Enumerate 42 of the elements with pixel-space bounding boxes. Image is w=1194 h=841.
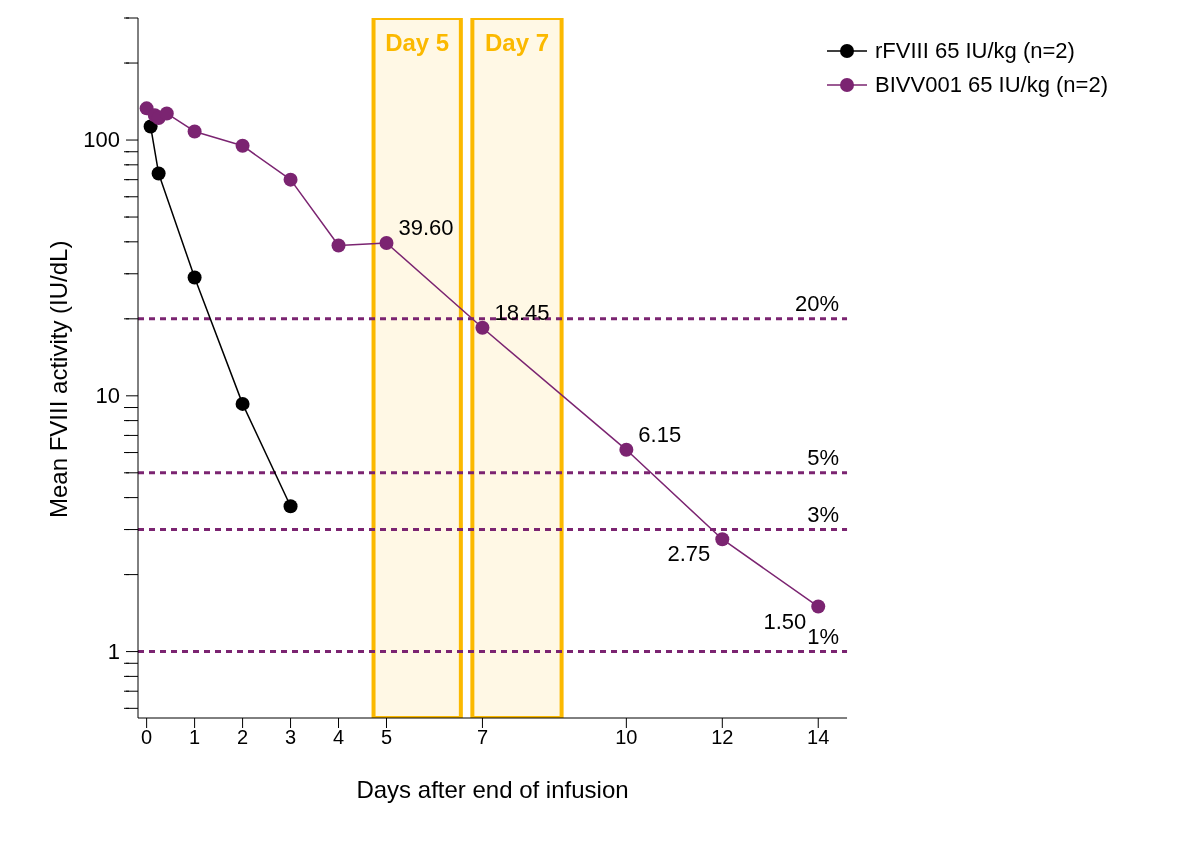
data-label: 1.50: [763, 608, 807, 634]
data-label: 6.15: [638, 421, 682, 447]
ref-line-label: 20%: [794, 290, 840, 316]
y-axis-title: Mean FVIII activity (IU/dL): [44, 240, 72, 518]
point: [187, 124, 202, 139]
x-tick-label: 7: [476, 726, 488, 749]
x-tick-label: 2: [237, 726, 249, 749]
point: [235, 396, 250, 411]
x-tick-label: 14: [807, 726, 830, 749]
y-tick-label: 1: [107, 638, 120, 664]
point: [811, 599, 826, 614]
point: [619, 442, 634, 457]
point: [379, 235, 394, 250]
data-label: 18.45: [494, 299, 550, 325]
band-label: Day 5: [385, 29, 450, 57]
point: [187, 270, 202, 285]
x-tick-label: 3: [284, 726, 297, 749]
ref-line-label: 5%: [807, 444, 840, 470]
y-tick-label: 10: [95, 382, 120, 408]
point: [159, 106, 174, 121]
band-label: Day 7: [484, 29, 549, 57]
y-tick-label: 100: [83, 127, 120, 153]
x-tick-label: 10: [615, 726, 638, 749]
x-axis-title: Days after end of infusion: [356, 776, 629, 803]
point: [331, 238, 346, 253]
point: [283, 499, 298, 514]
x-tick-label: 4: [332, 726, 345, 749]
x-tick-label: 0: [141, 726, 153, 749]
ref-line-label: 1%: [807, 623, 840, 649]
point: [283, 172, 298, 187]
legend-label: rFVIII 65 IU/kg (n=2): [875, 38, 1075, 64]
legend-label: BIVV001 65 IU/kg (n=2): [875, 72, 1108, 98]
data-label: 2.75: [667, 541, 711, 567]
x-tick-label: 12: [711, 726, 734, 749]
point: [151, 166, 166, 181]
point: [475, 320, 490, 335]
x-tick-label: 1: [189, 726, 201, 749]
point: [235, 138, 250, 153]
ref-line-label: 3%: [807, 501, 840, 527]
x-tick-label: 5: [380, 726, 393, 749]
point: [715, 532, 730, 547]
data-label: 39.60: [398, 214, 454, 240]
